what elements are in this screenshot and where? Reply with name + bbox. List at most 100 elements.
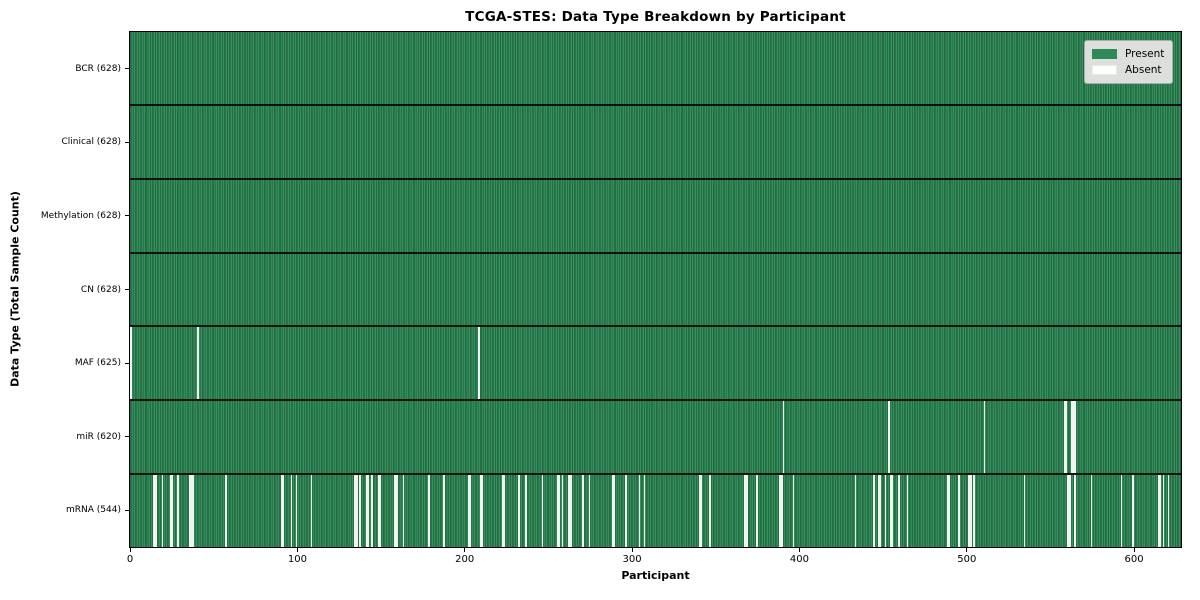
absent-stripe <box>402 475 405 548</box>
absent-stripe <box>948 475 951 548</box>
absent-stripe <box>310 475 313 548</box>
absent-stripe <box>561 475 564 548</box>
x-tick-mark <box>464 548 466 552</box>
x-tick-label: 100 <box>287 554 307 565</box>
x-tick-mark <box>966 548 968 552</box>
y-tick-label: mRNA (544) <box>66 505 121 516</box>
absent-stripe <box>884 475 887 548</box>
y-tick-label: CN (628) <box>80 284 121 295</box>
absent-stripe <box>792 475 795 548</box>
x-tick-label: 600 <box>1124 554 1144 565</box>
x-tick-label: 300 <box>622 554 642 565</box>
x-axis-label: Participant <box>621 569 690 582</box>
absent-stripe <box>970 475 972 548</box>
absent-stripe <box>524 475 527 548</box>
absent-stripe <box>568 475 571 548</box>
absent-stripe <box>481 475 484 548</box>
absent-stripe <box>1159 475 1161 548</box>
absent-stripe <box>588 475 591 548</box>
absent-stripe <box>442 475 445 548</box>
absent-stripe <box>611 475 614 548</box>
absent-stripe <box>973 475 976 548</box>
absent-stripe <box>161 475 164 548</box>
absent-stripe <box>295 475 298 548</box>
absent-stripe <box>581 475 584 548</box>
x-tick-label: 400 <box>789 554 809 565</box>
absent-stripe <box>365 475 368 548</box>
absent-stripe <box>854 475 857 548</box>
absent-stripe <box>170 475 172 548</box>
absent-stripe <box>946 475 949 548</box>
heatmap-row-clinical <box>130 105 1181 180</box>
x-tick-label: 0 <box>126 554 134 565</box>
present-swatch <box>1092 49 1117 59</box>
absent-stripe <box>355 475 358 548</box>
absent-stripe <box>709 475 711 548</box>
heatmap-row-methylation <box>130 179 1181 254</box>
x-tick-mark <box>129 548 131 552</box>
absent-stripe <box>354 475 356 548</box>
absent-stripe <box>1067 475 1069 548</box>
y-tick-label: Clinical (628) <box>61 137 121 148</box>
absent-stripe <box>191 475 194 548</box>
absent-stripe <box>983 401 986 474</box>
legend-label-absent: Absent <box>1125 64 1162 76</box>
plot-area <box>129 31 1182 548</box>
absent-stripe <box>176 475 179 548</box>
absent-stripe <box>188 475 191 548</box>
absent-stripe <box>501 475 504 548</box>
legend-item-absent: Absent <box>1092 62 1164 78</box>
absent-stripe <box>153 475 156 548</box>
absent-stripe <box>130 327 132 400</box>
absent-stripe <box>958 475 961 548</box>
y-tick-mark <box>125 509 129 511</box>
y-tick-label: MAF (625) <box>74 358 121 369</box>
absent-stripe <box>1157 475 1160 548</box>
absent-stripe <box>518 475 520 548</box>
absent-stripe <box>1073 475 1076 548</box>
absent-stripe <box>280 475 283 548</box>
absent-stripe <box>879 475 882 548</box>
absent-stripe <box>1162 475 1165 548</box>
absent-stripe <box>1065 401 1068 474</box>
absent-stripe <box>779 475 781 548</box>
y-tick-mark <box>125 68 129 70</box>
absent-stripe <box>171 475 174 548</box>
absent-stripe <box>889 475 892 548</box>
absent-stripe <box>898 475 900 548</box>
legend-label-present: Present <box>1125 48 1165 60</box>
absent-stripe <box>1023 475 1026 548</box>
x-tick-label: 500 <box>957 554 977 565</box>
x-tick-mark <box>296 548 298 552</box>
absent-stripe <box>891 475 894 548</box>
absent-stripe <box>370 475 373 548</box>
y-tick-mark <box>125 436 129 438</box>
y-tick-label: Methylation (628) <box>40 210 121 221</box>
absent-stripe <box>878 475 880 548</box>
absent-stripe <box>396 475 398 548</box>
absent-stripe <box>155 475 157 548</box>
absent-stripe <box>570 475 572 548</box>
absent-stripe <box>781 475 783 548</box>
y-tick-mark <box>125 141 129 143</box>
heatmap-row-mrna <box>130 475 1181 548</box>
heatmap-row-mir <box>130 401 1181 476</box>
absent-stripe <box>1068 475 1071 548</box>
x-tick-label: 200 <box>455 554 475 565</box>
absent-stripe <box>744 475 746 548</box>
absent-stripe <box>888 401 890 474</box>
absent-stripe <box>282 475 284 548</box>
x-tick-mark <box>798 548 800 552</box>
y-tick-mark <box>125 362 129 364</box>
absent-stripe <box>745 475 748 548</box>
absent-stripe <box>377 475 380 548</box>
absent-stripe <box>190 475 192 548</box>
absent-stripe <box>906 475 909 548</box>
absent-stripe <box>290 475 293 548</box>
absent-stripe <box>1090 475 1093 548</box>
absent-stripe <box>638 475 641 548</box>
absent-stripe <box>782 401 785 474</box>
y-tick-mark <box>125 289 129 290</box>
absent-stripe <box>469 475 472 548</box>
absent-swatch <box>1092 65 1117 75</box>
